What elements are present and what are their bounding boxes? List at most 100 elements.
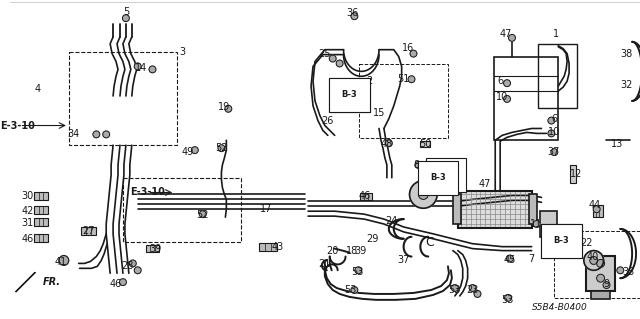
Text: E-3-10: E-3-10	[130, 188, 165, 197]
Circle shape	[596, 259, 605, 267]
Bar	[35, 234, 48, 242]
Circle shape	[590, 256, 598, 264]
Text: 16: 16	[403, 43, 415, 53]
Text: 7: 7	[529, 255, 535, 264]
Bar	[494, 56, 558, 140]
Text: 49: 49	[182, 147, 194, 157]
Circle shape	[408, 76, 415, 83]
Text: 19: 19	[218, 102, 230, 112]
Text: 17: 17	[260, 204, 272, 214]
Circle shape	[225, 105, 232, 112]
Text: 53: 53	[351, 267, 364, 277]
Bar	[145, 245, 159, 252]
Bar	[360, 193, 372, 200]
Text: 48: 48	[381, 139, 393, 149]
Text: 38: 38	[620, 48, 632, 59]
Text: 24: 24	[386, 216, 398, 226]
Circle shape	[355, 267, 362, 274]
Circle shape	[474, 291, 481, 297]
Bar	[554, 231, 640, 298]
Bar	[259, 243, 276, 251]
Circle shape	[548, 117, 555, 124]
Circle shape	[59, 256, 68, 265]
Text: 10: 10	[496, 92, 508, 102]
Text: 3: 3	[179, 47, 185, 57]
Text: 39: 39	[149, 244, 161, 254]
Text: 32: 32	[620, 80, 632, 90]
Bar	[420, 141, 430, 147]
Circle shape	[351, 286, 358, 293]
Text: 42: 42	[21, 206, 33, 216]
Bar	[586, 256, 616, 291]
Text: 36: 36	[346, 8, 358, 18]
Text: B-3: B-3	[554, 236, 569, 245]
Text: 11: 11	[529, 219, 541, 229]
Circle shape	[506, 255, 513, 262]
Text: 2: 2	[366, 76, 372, 86]
Text: 53: 53	[344, 285, 356, 295]
Circle shape	[593, 206, 600, 213]
Text: 46: 46	[358, 191, 371, 201]
Text: 53: 53	[501, 295, 513, 305]
Text: 29: 29	[366, 234, 378, 244]
Circle shape	[509, 34, 515, 41]
Circle shape	[93, 131, 100, 138]
Circle shape	[603, 282, 610, 288]
Circle shape	[385, 140, 392, 147]
Bar	[35, 206, 48, 214]
Text: 5: 5	[123, 7, 129, 17]
Circle shape	[122, 15, 129, 22]
Bar	[453, 195, 461, 224]
Text: 53: 53	[449, 285, 461, 295]
Text: 6: 6	[497, 76, 503, 86]
Text: 41: 41	[55, 257, 67, 267]
Bar	[538, 44, 577, 108]
Text: 52: 52	[215, 143, 228, 153]
Text: 40: 40	[587, 251, 599, 262]
Text: 28: 28	[122, 261, 134, 271]
Text: 35: 35	[417, 184, 429, 195]
Text: 1: 1	[553, 29, 559, 39]
Text: 47: 47	[478, 179, 491, 189]
Text: B-3: B-3	[342, 91, 357, 100]
Bar	[570, 165, 576, 183]
Text: 37: 37	[397, 256, 410, 265]
Text: 50: 50	[419, 139, 431, 149]
Text: 37: 37	[547, 147, 559, 157]
Text: 4: 4	[34, 84, 40, 94]
Bar	[593, 205, 603, 217]
Text: 39: 39	[354, 246, 367, 256]
Circle shape	[504, 80, 511, 87]
Bar	[591, 291, 611, 299]
Circle shape	[548, 130, 555, 137]
Text: 12: 12	[570, 169, 582, 179]
Circle shape	[134, 63, 141, 70]
Text: 30: 30	[21, 191, 33, 201]
Text: 34: 34	[68, 130, 80, 139]
Bar	[35, 192, 48, 200]
Text: 18: 18	[346, 246, 358, 256]
Text: 27: 27	[82, 226, 95, 236]
Bar	[458, 190, 532, 228]
Text: E-3-10: E-3-10	[0, 121, 35, 130]
Text: B-3: B-3	[430, 173, 446, 182]
Text: 51: 51	[397, 74, 410, 84]
Circle shape	[191, 147, 198, 153]
Circle shape	[504, 95, 511, 102]
Text: 33: 33	[622, 267, 634, 277]
Circle shape	[419, 189, 428, 199]
Text: 44: 44	[589, 200, 601, 210]
Text: 22: 22	[580, 238, 593, 248]
Circle shape	[410, 50, 417, 57]
Text: 6: 6	[551, 114, 557, 124]
Text: B-3: B-3	[554, 236, 569, 245]
Text: FR.: FR.	[43, 277, 61, 287]
Text: 52: 52	[196, 210, 209, 220]
Text: 23: 23	[467, 285, 479, 295]
Text: B-3: B-3	[438, 171, 454, 180]
Bar	[529, 195, 537, 224]
Text: 8: 8	[413, 160, 419, 170]
Circle shape	[120, 279, 126, 286]
Polygon shape	[15, 272, 35, 292]
Bar	[359, 64, 448, 138]
